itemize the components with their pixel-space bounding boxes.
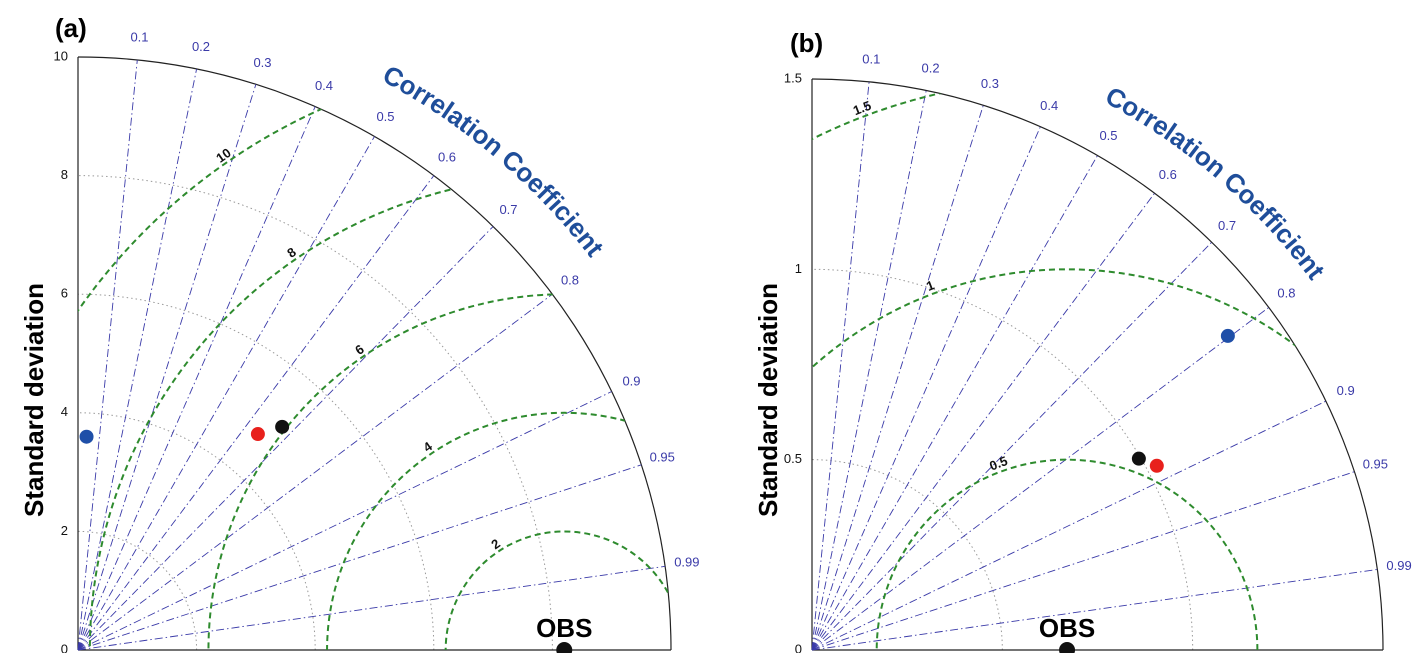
rms-arc <box>875 458 1259 650</box>
corr-line <box>77 391 612 651</box>
corr-line <box>77 106 316 651</box>
rms-arc <box>326 411 671 650</box>
corr-tick-label: 0.1 <box>862 51 880 66</box>
corr-tick-label: 0.5 <box>376 109 394 124</box>
corr-tick-label: 0.99 <box>1386 558 1411 573</box>
outer-arc <box>77 56 672 651</box>
reference-point <box>1059 642 1076 653</box>
corr-tick-label: 0.9 <box>1337 383 1355 398</box>
panel: 0 0.5 1 1.5 0.1 0.2 0.3 0.4 0.5 0.6 0.7 0.8 0.9 0.95 0… <box>753 28 1412 653</box>
corr-line <box>77 464 642 651</box>
y-axis-label: Standard deviation <box>19 283 49 517</box>
model-point <box>1131 451 1146 466</box>
corr-line <box>811 90 927 651</box>
corr-tick-label: 0.6 <box>1159 167 1177 182</box>
corr-line <box>811 400 1327 651</box>
corr-line <box>77 136 375 651</box>
corr-tick-label: 0.7 <box>499 202 517 217</box>
corr-title: Correlation Coefficient <box>1101 80 1332 285</box>
std-grid-arc <box>77 175 553 651</box>
corr-line <box>77 59 138 651</box>
corr-tick-label: 0.95 <box>650 449 675 464</box>
std-grid-arc <box>811 268 1194 651</box>
y-axis-label: Standard deviation <box>753 283 783 517</box>
corr-line <box>77 175 435 651</box>
y-tick-label: 0 <box>61 641 68 653</box>
y-tick-label: 8 <box>61 167 68 182</box>
rms-group <box>812 79 1383 650</box>
corr-tick-label: 0.8 <box>561 272 579 287</box>
corr-line <box>811 126 1041 651</box>
panel-label: (b) <box>790 28 823 58</box>
corr-line <box>811 307 1270 651</box>
reference-label: OBS <box>536 613 592 643</box>
corr-tick-label: 0.4 <box>1040 98 1058 113</box>
outer-arc <box>811 78 1384 651</box>
rms-label: 1 <box>924 277 936 294</box>
corr-line <box>77 226 494 651</box>
panel-label: (a) <box>55 13 87 43</box>
corr-line <box>811 569 1378 651</box>
std-grid-arc <box>811 459 1003 651</box>
reference-label: OBS <box>1039 613 1095 643</box>
corr-tick-label: 0.99 <box>674 555 699 570</box>
corr-line <box>811 105 984 651</box>
model-point <box>275 419 290 434</box>
corr-line <box>811 81 870 651</box>
std-grid-arc <box>77 293 435 651</box>
model-point <box>1149 458 1164 473</box>
model-point <box>250 427 265 442</box>
corr-tick-label: 0.1 <box>130 30 148 45</box>
corr-line <box>77 84 257 651</box>
reference-point <box>556 642 573 653</box>
corr-tick-label: 0.95 <box>1363 456 1388 471</box>
panel: 0 2 4 6 8 10 0.1 0.2 0.3 0.4 0.5 0.6 0.7 0.8 0.9 0.95 0.… <box>19 13 700 653</box>
corr-tick-label: 0.2 <box>192 39 210 54</box>
y-tick-label: 6 <box>61 286 68 301</box>
corr-line <box>811 192 1155 651</box>
corr-title-text: Correlation Coefficient <box>1101 80 1332 285</box>
corr-tick-label: 0.8 <box>1277 286 1295 301</box>
rms-label: 1.5 <box>851 98 873 118</box>
rms-arc <box>812 79 1383 650</box>
model-point <box>79 429 94 444</box>
corr-line <box>811 155 1098 651</box>
rms-arc <box>207 293 671 650</box>
corr-tick-label: 0.3 <box>253 55 271 70</box>
corr-tick-label: 0.2 <box>922 60 940 75</box>
corr-line <box>77 565 666 651</box>
rms-label: 8 <box>284 244 299 260</box>
y-tick-label: 10 <box>54 48 68 63</box>
y-tick-label: 4 <box>61 404 68 419</box>
rms-label: 0.5 <box>987 453 1009 473</box>
corr-tick-label: 0.6 <box>438 149 456 164</box>
corr-line <box>811 241 1213 651</box>
corr-tick-label: 0.9 <box>622 373 640 388</box>
y-tick-label: 2 <box>61 523 68 538</box>
corr-line <box>77 68 198 651</box>
corr-line <box>77 293 553 651</box>
model-point <box>1220 328 1235 343</box>
corr-tick-label: 0.3 <box>981 76 999 91</box>
corr-tick-label: 0.7 <box>1218 218 1236 233</box>
y-tick-label: 1 <box>795 261 802 276</box>
corr-line <box>811 471 1355 651</box>
y-tick-label: 1.5 <box>784 70 802 85</box>
std-grid-arc <box>77 530 198 651</box>
rms-label: 10 <box>213 145 233 166</box>
corr-tick-label: 0.5 <box>1099 128 1117 143</box>
y-tick-label: 0 <box>795 641 802 653</box>
std-grid-arc <box>77 412 316 651</box>
corr-tick-label: 0.4 <box>315 78 333 93</box>
y-tick-label: 0.5 <box>784 451 802 466</box>
